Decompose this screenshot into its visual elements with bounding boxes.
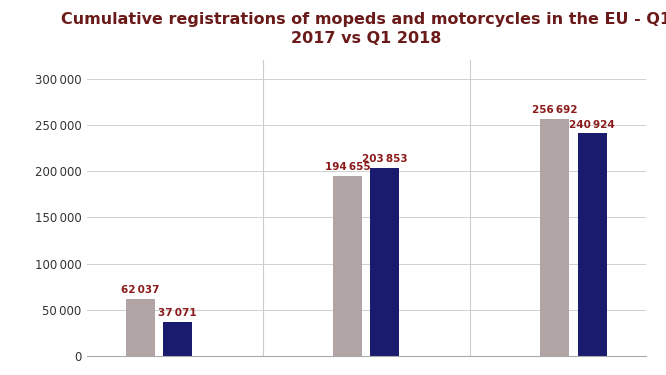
Bar [577, 133, 607, 356]
Bar [540, 118, 569, 356]
Bar [163, 322, 192, 356]
Text: 62 037: 62 037 [121, 285, 160, 295]
Text: 256 692: 256 692 [532, 105, 577, 115]
Bar [126, 299, 155, 356]
Title: Cumulative registrations of mopeds and motorcycles in the EU - Q1
2017 vs Q1 201: Cumulative registrations of mopeds and m… [61, 12, 666, 46]
Bar [370, 168, 400, 356]
Text: 203 853: 203 853 [362, 154, 408, 164]
Text: 240 924: 240 924 [569, 120, 615, 129]
Bar [333, 176, 362, 356]
Text: 37 071: 37 071 [159, 308, 197, 318]
Text: 194 655: 194 655 [325, 162, 370, 172]
